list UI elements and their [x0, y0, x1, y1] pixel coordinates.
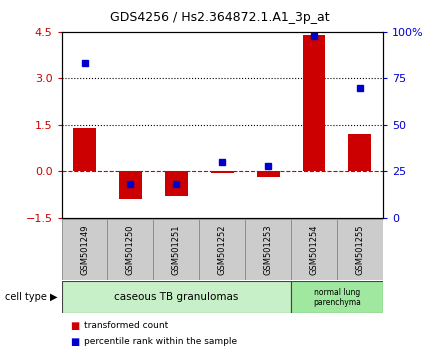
Text: GSM501251: GSM501251	[172, 224, 181, 275]
Bar	[337, 219, 383, 280]
Bar	[211, 171, 234, 173]
Bar	[291, 281, 383, 313]
Bar	[245, 219, 291, 280]
Bar	[291, 219, 337, 280]
Text: ■: ■	[70, 321, 80, 331]
Text: normal lung
parenchyma: normal lung parenchyma	[313, 288, 361, 307]
Text: GSM501249: GSM501249	[80, 224, 89, 275]
Text: GSM501254: GSM501254	[309, 224, 319, 275]
Bar	[165, 171, 188, 196]
Text: GDS4256 / Hs2.364872.1.A1_3p_at: GDS4256 / Hs2.364872.1.A1_3p_at	[110, 11, 330, 24]
Text: percentile rank within the sample: percentile rank within the sample	[84, 337, 237, 346]
Text: transformed count: transformed count	[84, 321, 168, 330]
Bar	[348, 134, 371, 171]
Text: ■: ■	[70, 337, 80, 347]
Bar	[107, 219, 154, 280]
Bar	[257, 171, 279, 177]
Bar	[73, 128, 96, 171]
Text: caseous TB granulomas: caseous TB granulomas	[114, 292, 238, 302]
Text: GSM501255: GSM501255	[356, 224, 364, 275]
Bar	[154, 219, 199, 280]
Text: cell type ▶: cell type ▶	[5, 292, 57, 302]
Text: GSM501252: GSM501252	[218, 224, 227, 275]
Bar	[62, 219, 107, 280]
Text: GSM501250: GSM501250	[126, 224, 135, 275]
Bar	[303, 35, 326, 171]
Bar	[62, 281, 291, 313]
Bar	[199, 219, 245, 280]
Bar	[119, 171, 142, 199]
Text: GSM501253: GSM501253	[264, 224, 273, 275]
